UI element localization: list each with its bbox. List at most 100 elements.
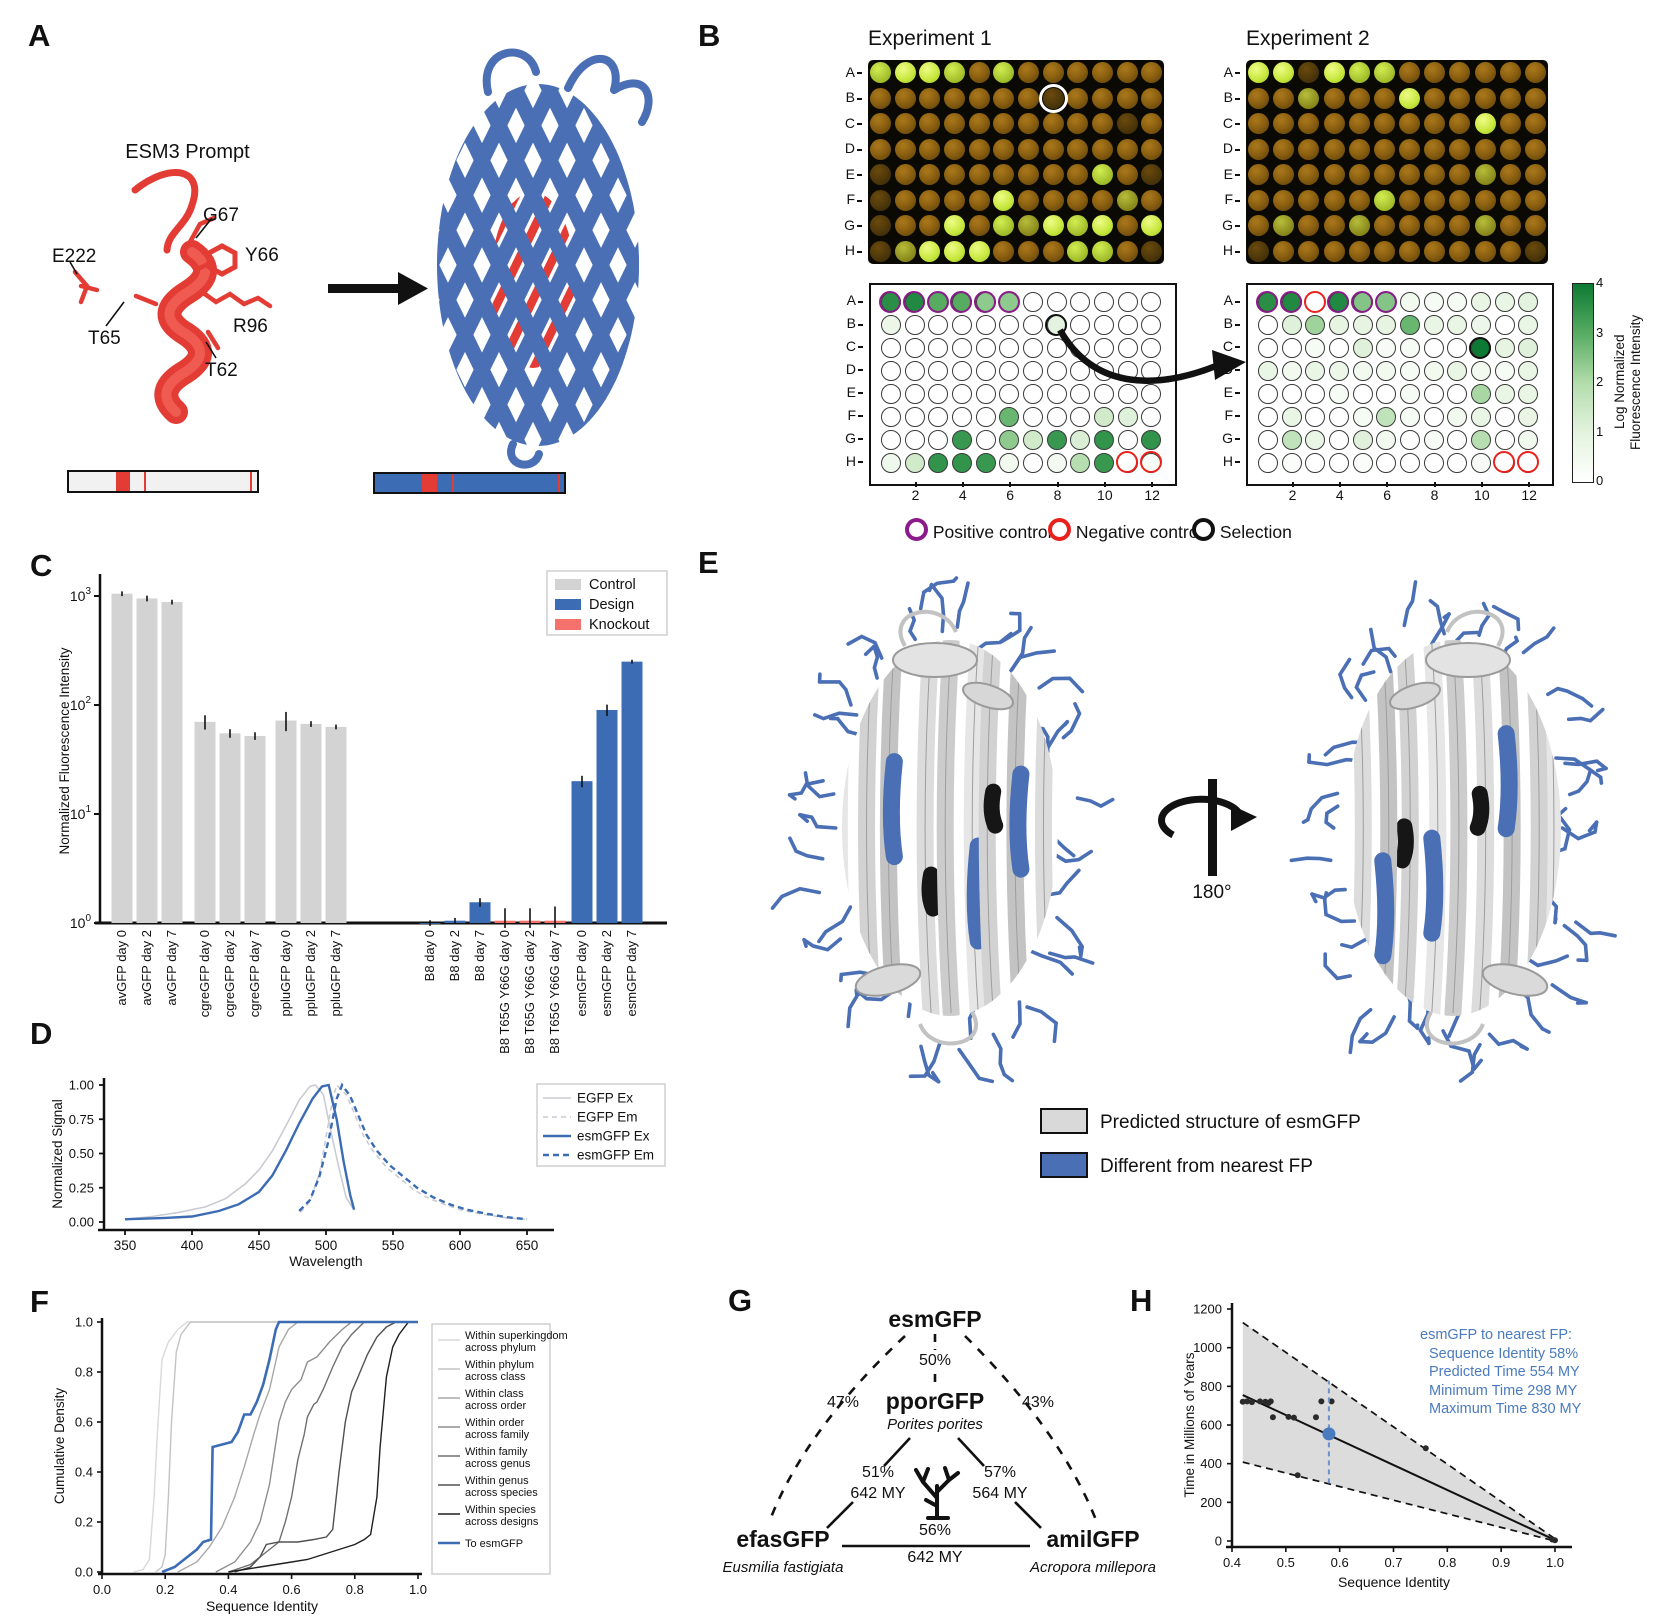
photo-well <box>1449 62 1471 84</box>
photo-well <box>1399 138 1421 160</box>
photo-well <box>919 189 941 211</box>
schematic-well <box>1046 406 1067 427</box>
row-label: A <box>842 64 862 80</box>
panel-f-label: F <box>30 1284 50 1319</box>
schematic-well <box>1447 429 1468 450</box>
svg-text:0.25: 0.25 <box>69 1180 94 1195</box>
sidechain-stick <box>1348 1008 1373 1055</box>
schematic-well <box>1093 292 1114 313</box>
col-tick-label: 2 <box>1288 487 1297 503</box>
svg-text:100: 100 <box>70 913 92 931</box>
photo-well <box>1298 87 1320 109</box>
sidechain-stick <box>955 581 970 629</box>
phylogeny-diagram-lines <box>768 1334 1098 1548</box>
schematic-well <box>1447 383 1468 404</box>
photo-well <box>869 87 891 109</box>
photo-well <box>1017 215 1039 237</box>
photo-well <box>869 164 891 186</box>
photo-well <box>1348 189 1370 211</box>
svg-text:0.5: 0.5 <box>1277 1555 1295 1570</box>
col-tick-label: 12 <box>1144 487 1160 503</box>
photo-well <box>1273 87 1295 109</box>
sidechain-stick <box>1323 952 1352 981</box>
sidechain-stick <box>1563 759 1608 771</box>
sidechain-stick <box>1009 649 1056 673</box>
schematic-well <box>1447 338 1468 359</box>
photo-well <box>1273 164 1295 186</box>
schematic-well <box>999 452 1020 473</box>
photo-well <box>1042 62 1064 84</box>
photo-well <box>1017 138 1039 160</box>
photo-well <box>869 240 891 262</box>
svg-text:B8 T65G Y66G day 7: B8 T65G Y66G day 7 <box>547 930 562 1054</box>
schematic-well <box>1470 452 1491 473</box>
col-tick <box>1151 482 1154 487</box>
photo-well <box>1273 189 1295 211</box>
svg-text:Sequence Identity: Sequence Identity <box>206 1598 318 1614</box>
schematic-well <box>1376 361 1397 382</box>
sidechain-stick <box>803 771 836 799</box>
svg-text:0.0: 0.0 <box>93 1582 111 1597</box>
schematic-well <box>975 429 996 450</box>
schematic-well <box>1470 361 1491 382</box>
photo-well <box>968 240 990 262</box>
residue-label-y66: Y66 <box>245 245 279 266</box>
row-label: G <box>842 217 862 233</box>
schematic-well <box>1281 361 1302 382</box>
schematic-well <box>1518 429 1539 450</box>
schematic-well <box>999 315 1020 336</box>
photo-well <box>1348 87 1370 109</box>
annotation-line-0: esmGFP to nearest FP: <box>1420 1327 1573 1343</box>
sidechain-stick <box>1402 580 1418 628</box>
schematic-well <box>1518 315 1539 336</box>
photo-well <box>1017 240 1039 262</box>
schematic-well-ring <box>926 290 949 313</box>
schematic-well <box>1447 361 1468 382</box>
photo-well <box>1348 62 1370 84</box>
schematic-well <box>1141 383 1162 404</box>
photo-well <box>1399 189 1421 211</box>
sidechain-stick <box>1289 856 1333 863</box>
svg-text:102: 102 <box>70 695 92 713</box>
photo-well <box>1017 62 1039 84</box>
photo-well <box>894 62 916 84</box>
photo-well <box>1017 189 1039 211</box>
experiment2-schematic-plate <box>1246 283 1554 486</box>
schematic-well <box>904 315 925 336</box>
photo-well <box>1067 62 1089 84</box>
photo-well <box>1524 138 1546 160</box>
colorbar-label: Log Normalized Fluorescence Intensity <box>1612 283 1644 481</box>
schematic-well <box>1399 452 1420 473</box>
schematic-well <box>999 383 1020 404</box>
sidechain-stick <box>1566 707 1605 723</box>
photo-well <box>1091 240 1113 262</box>
svg-text:B8 day 0: B8 day 0 <box>422 930 437 981</box>
sidechain-stick <box>1554 756 1603 780</box>
sidechain-stick <box>817 905 853 944</box>
selection-arrow-icon <box>1057 328 1246 384</box>
schematic-well <box>928 452 949 473</box>
schematic-well <box>928 429 949 450</box>
photo-well <box>1017 164 1039 186</box>
schematic-well <box>1423 452 1444 473</box>
svg-text:esmGFP day 0: esmGFP day 0 <box>574 930 589 1016</box>
schematic-well <box>1352 338 1373 359</box>
photo-well <box>1449 189 1471 211</box>
schematic-well <box>1281 452 1302 473</box>
photo-well <box>1399 164 1421 186</box>
svg-text:0.6: 0.6 <box>75 1415 93 1430</box>
edge-ppor-amil-pct: 57% <box>983 1464 1017 1481</box>
positive-control-ring-icon <box>905 518 928 541</box>
schematic-well <box>904 406 925 427</box>
svg-text:across phylum: across phylum <box>465 1342 536 1354</box>
row-label: C <box>1220 338 1240 354</box>
svg-text:esmGFP day 2: esmGFP day 2 <box>599 930 614 1016</box>
esm3-prompt-structure <box>69 169 273 424</box>
svg-text:EGFP Ex: EGFP Ex <box>577 1091 633 1106</box>
sidechain-stick <box>846 634 884 660</box>
schematic-well <box>1117 292 1138 313</box>
schematic-well <box>1305 338 1326 359</box>
panel-c-label: C <box>30 548 53 583</box>
svg-text:To esmGFP: To esmGFP <box>465 1538 523 1550</box>
